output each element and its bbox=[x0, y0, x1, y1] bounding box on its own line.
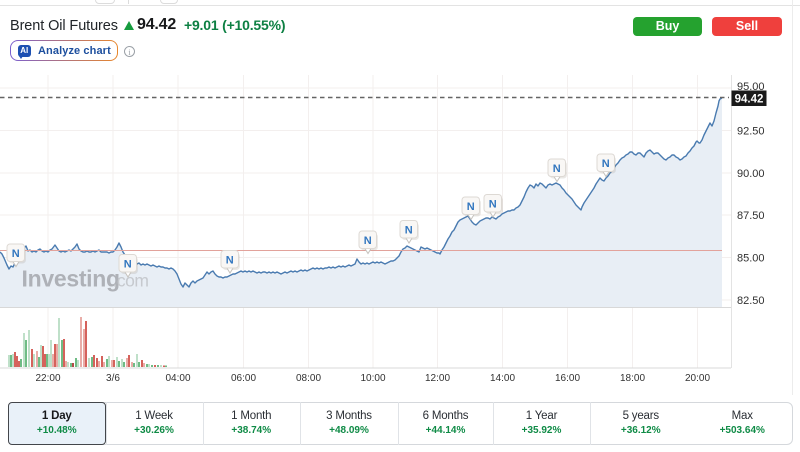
svg-text:N: N bbox=[405, 225, 413, 237]
svg-text:N: N bbox=[489, 199, 497, 211]
svg-text:N: N bbox=[364, 235, 372, 247]
svg-text:N: N bbox=[467, 201, 475, 213]
svg-text:22:00: 22:00 bbox=[35, 373, 60, 384]
svg-text:08:00: 08:00 bbox=[296, 373, 321, 384]
svg-text:06:00: 06:00 bbox=[231, 373, 256, 384]
svg-text:N: N bbox=[124, 259, 132, 271]
svg-text:N: N bbox=[602, 158, 610, 170]
svg-text:18:00: 18:00 bbox=[620, 373, 645, 384]
svg-text:12:00: 12:00 bbox=[425, 373, 450, 384]
svg-text:87.50: 87.50 bbox=[737, 210, 765, 222]
svg-text:N: N bbox=[12, 248, 20, 260]
svg-text:16:00: 16:00 bbox=[555, 373, 580, 384]
svg-text:92.50: 92.50 bbox=[737, 125, 765, 137]
svg-text:14:00: 14:00 bbox=[490, 373, 515, 384]
svg-text:82.50: 82.50 bbox=[737, 295, 765, 307]
svg-text:94.42: 94.42 bbox=[735, 93, 764, 105]
svg-text:95.00: 95.00 bbox=[737, 81, 765, 93]
svg-text:N: N bbox=[553, 163, 561, 175]
svg-text:N: N bbox=[226, 255, 234, 267]
svg-text:Investing: Investing bbox=[22, 266, 120, 292]
svg-text:10:00: 10:00 bbox=[360, 373, 385, 384]
svg-text:04:00: 04:00 bbox=[165, 373, 190, 384]
svg-text:85.00: 85.00 bbox=[737, 252, 765, 264]
svg-text:3/6: 3/6 bbox=[106, 373, 120, 384]
svg-text:.com: .com bbox=[113, 271, 149, 291]
svg-text:90.00: 90.00 bbox=[737, 168, 765, 180]
svg-text:20:00: 20:00 bbox=[685, 373, 710, 384]
